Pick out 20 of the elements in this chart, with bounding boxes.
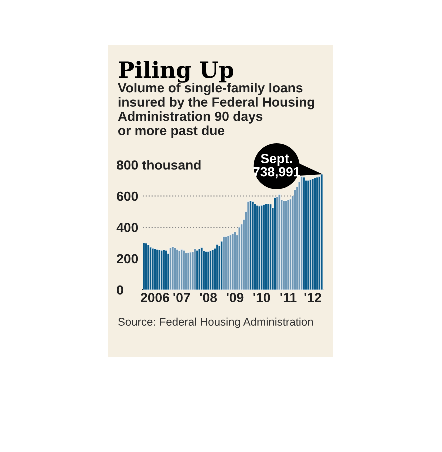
y-tick-label: 800 thousand <box>117 160 201 170</box>
x-tick-label: '10 <box>254 293 270 302</box>
x-tick-label: '11 <box>280 293 297 302</box>
x-tick-label: '12 <box>304 293 322 302</box>
bar <box>222 236 226 290</box>
x-tick-label: '07 <box>174 293 190 302</box>
chart-title: Piling Up <box>119 61 234 83</box>
y-tick-label: 0 <box>117 286 124 295</box>
bar <box>238 227 241 290</box>
y-tick-label: 600 <box>117 192 138 202</box>
x-tick-label: '08 <box>200 293 218 302</box>
bar <box>202 251 206 290</box>
x-tick-label: '09 <box>227 293 244 302</box>
chart-subtitle: Volume of single-family loans insured by the Federal Housing Administration 90 days or more past due <box>118 83 314 138</box>
y-tick-label: 200 <box>117 254 138 264</box>
bar <box>320 174 323 290</box>
y-tick-label: 400 <box>116 223 138 232</box>
x-tick-label: 2006 <box>141 293 170 302</box>
source-note: Source: Federal Housing Administration <box>118 318 314 328</box>
bar <box>247 202 250 290</box>
